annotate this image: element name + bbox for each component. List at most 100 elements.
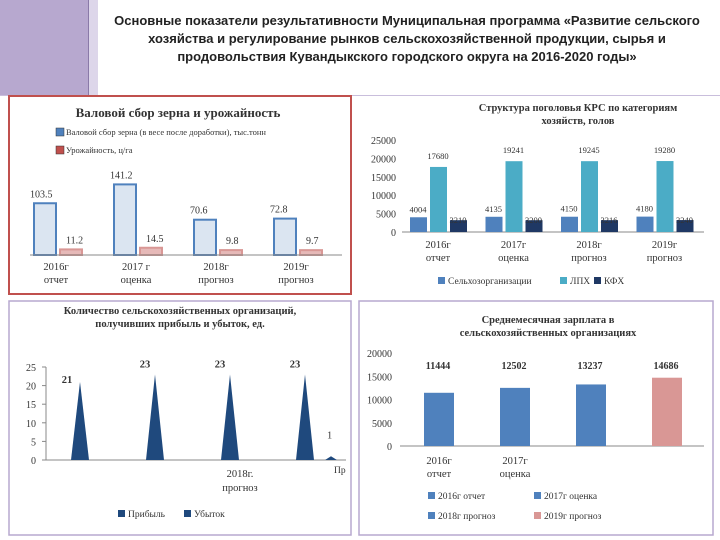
bar (485, 216, 503, 232)
legend-label: КФХ (604, 277, 624, 287)
data-label: 23 (290, 359, 301, 370)
y-tick-label: 10 (26, 419, 36, 430)
bar (601, 220, 618, 232)
extra-label: Пр (334, 466, 346, 476)
data-label: 9.8 (226, 236, 239, 247)
bar (430, 166, 447, 232)
x-tick-label: 2017г оценка (500, 456, 531, 480)
data-label: 4135 (485, 204, 502, 214)
legend-swatch (428, 492, 435, 499)
data-label: 4150 (561, 204, 578, 214)
legend-label: 2019г прогноз (544, 512, 602, 522)
data-label: 72.8 (270, 205, 288, 216)
y-tick-label: 5000 (376, 210, 396, 221)
y-tick-label: 25000 (371, 136, 396, 147)
y-tick-label: 5000 (372, 419, 392, 430)
y-tick-label: 20000 (371, 154, 396, 165)
legend-label: Убыток (194, 509, 225, 520)
cone (221, 374, 239, 460)
chart-title: Среднемесячная зарплата в сельскохозяйств… (460, 315, 637, 339)
bar (652, 377, 682, 446)
data-label: 11444 (426, 361, 450, 372)
x-tick-label: 2017г оценка (498, 240, 529, 264)
data-label: 23 (215, 359, 226, 370)
y-tick-label: 25 (26, 363, 36, 374)
data-label: 21 (62, 375, 73, 386)
panel-border (8, 95, 352, 295)
data-label: 14.5 (146, 234, 164, 245)
y-tick-label: 20 (26, 382, 36, 393)
bar (139, 246, 163, 256)
legend-swatch (560, 277, 567, 284)
x-tick-label: 2018г. прогноз (222, 469, 257, 494)
data-label: 3200 (525, 215, 542, 225)
header: Основные показатели результативности Мун… (0, 0, 720, 96)
legend-label: 2018г прогноз (438, 512, 496, 522)
chart-title: Количество сельскохозяйственных организа… (64, 306, 297, 330)
data-label: 19241 (503, 145, 524, 155)
legend-label: Прибыль (128, 509, 166, 520)
data-label: 70.6 (190, 206, 208, 217)
bar (505, 161, 523, 232)
bar (450, 220, 467, 232)
bar (219, 249, 243, 257)
legend-swatch (118, 510, 125, 517)
chart-title: Структура поголовья КРС по категориям хоз… (479, 103, 678, 127)
chart-panel-livestock: Структура поголовья КРС по категориям хоз… (358, 95, 714, 295)
bar (59, 248, 83, 256)
bar (561, 216, 578, 232)
legend-label: Урожайность, ц/га (66, 145, 133, 155)
legend-swatch (55, 127, 65, 137)
data-label: 13237 (578, 361, 603, 372)
y-tick-label: 15 (26, 400, 36, 411)
bar (576, 384, 606, 446)
y-tick-label: 0 (31, 456, 36, 467)
y-tick-label: 0 (391, 228, 396, 239)
data-label: 4180 (636, 204, 653, 214)
legend-label: 2017г оценка (544, 492, 598, 502)
chart-panel-profit: Количество сельскохозяйственных организа… (8, 300, 352, 536)
x-tick-label: 2019г прогноз (647, 240, 682, 264)
panel-border (8, 300, 352, 536)
x-tick-label: 2017 г оценка (121, 262, 152, 286)
legend-label: ЛПХ (570, 277, 590, 287)
data-label: 19280 (654, 145, 675, 155)
bar (636, 216, 654, 232)
bar (424, 392, 454, 446)
bar (525, 220, 543, 232)
y-tick-label: 10000 (367, 396, 392, 407)
bar (193, 218, 217, 256)
x-tick-label: 2016г отчет (425, 240, 451, 264)
x-tick-label: 2016г отчет (43, 262, 69, 286)
cone (146, 374, 164, 460)
legend-swatch (594, 277, 601, 284)
chart-title: Валовой сбор зерна и урожайность (76, 105, 281, 120)
x-tick-label: 2018г прогноз (571, 240, 606, 264)
x-tick-label: 2016г отчет (426, 456, 452, 480)
bar (113, 183, 137, 256)
chart-salary: Среднемесячная зарплата в сельскохозяйств… (358, 300, 714, 536)
cone (325, 456, 337, 460)
bar (581, 161, 598, 232)
chart-panel-salary: Среднемесячная зарплата в сельскохозяйств… (358, 300, 714, 536)
header-band (0, 0, 720, 95)
data-label: 9.7 (306, 236, 319, 247)
data-label: 3210 (450, 215, 467, 225)
legend-label: Валовой сбор зерна (в весе после доработ… (66, 127, 266, 137)
chart-grain: Валовой сбор зерна и урожайность Валовой … (8, 95, 352, 295)
data-label: 14686 (654, 361, 679, 372)
header-underline (0, 95, 720, 96)
data-label: 1 (327, 430, 332, 441)
chart-panel-grain: Валовой сбор зерна и урожайность Валовой … (8, 95, 352, 295)
legend-swatch (428, 512, 435, 519)
legend-swatch (55, 145, 65, 155)
y-tick-label: 20000 (367, 349, 392, 360)
data-label: 17680 (427, 151, 448, 161)
chart-profit: Количество сельскохозяйственных организа… (8, 300, 352, 536)
page-title: Основные показатели результативности Мун… (114, 13, 700, 64)
data-label: 4004 (410, 204, 428, 214)
legend-swatch (438, 277, 445, 284)
legend-swatch (534, 512, 541, 519)
legend-swatch (184, 510, 191, 517)
data-label: 103.5 (30, 189, 53, 200)
